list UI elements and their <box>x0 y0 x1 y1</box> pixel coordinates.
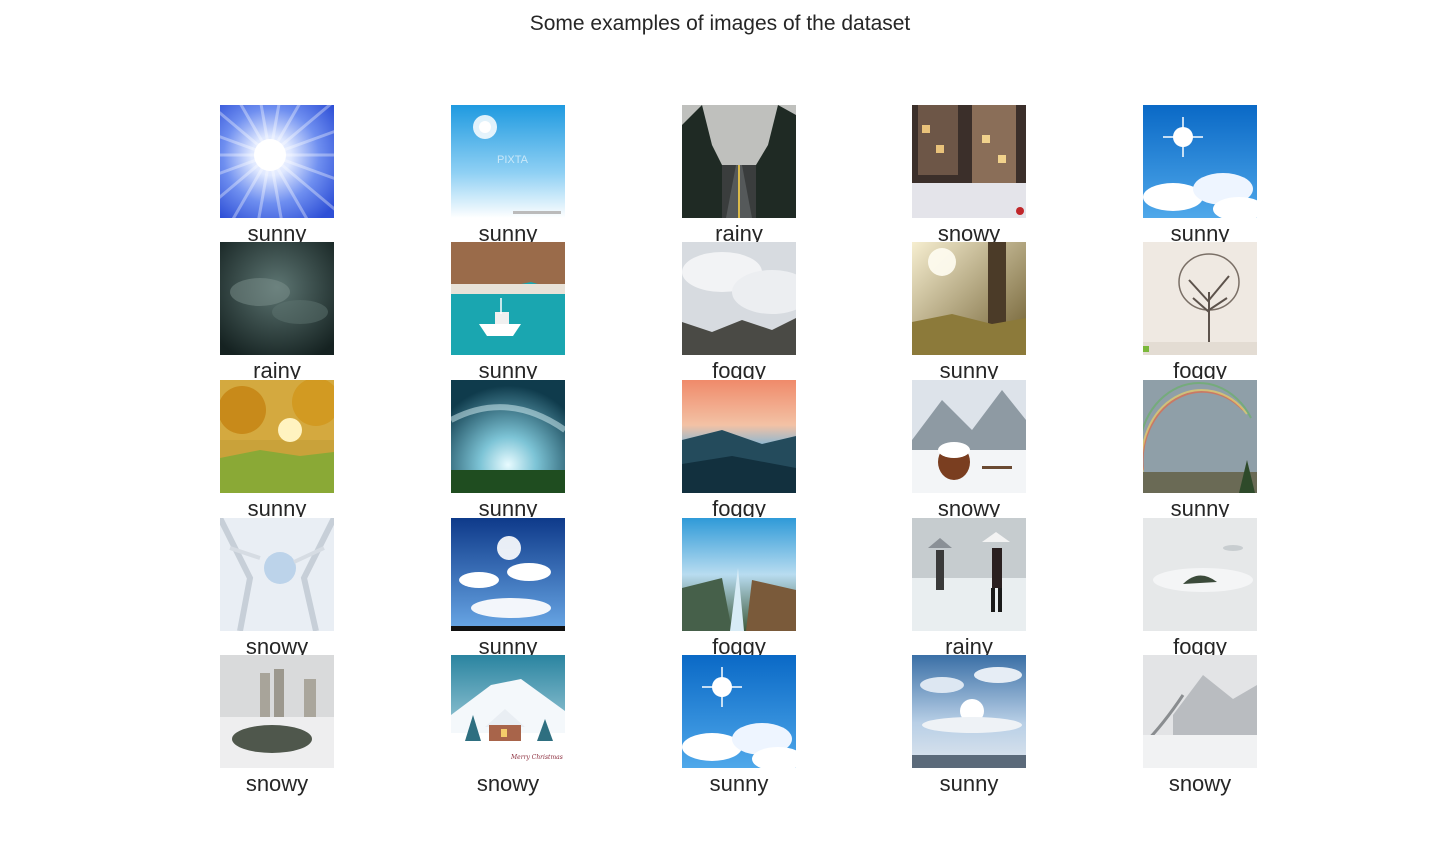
example-image <box>451 518 565 631</box>
image-label: foggy <box>712 496 766 517</box>
example-image <box>1143 380 1257 493</box>
svg-text:PIXTA: PIXTA <box>497 154 529 166</box>
image-label: sunny <box>478 496 538 517</box>
image-label: rainy <box>253 358 301 379</box>
example-image <box>682 655 796 768</box>
example-image <box>912 242 1026 355</box>
example-image <box>451 380 565 493</box>
example-image <box>682 380 796 493</box>
example-image <box>682 242 796 355</box>
example-image: PIXTA <box>451 105 565 218</box>
image-label: snowy <box>245 771 309 796</box>
image-label: rainy <box>945 634 993 655</box>
image-label: sunny <box>478 221 538 242</box>
image-label: sunny <box>247 496 307 517</box>
image-label: sunny <box>247 221 307 242</box>
image-label: rainy <box>715 221 763 242</box>
example-image <box>220 380 334 493</box>
example-image <box>220 518 334 631</box>
example-image <box>912 655 1026 768</box>
example-image: Merry Christmas <box>451 655 565 768</box>
example-image <box>220 655 334 768</box>
example-image <box>451 242 565 355</box>
image-label: foggy <box>1173 358 1227 379</box>
image-label: foggy <box>1173 634 1227 655</box>
image-label: snowy <box>476 771 540 796</box>
image-label: snowy <box>937 496 1001 517</box>
example-image <box>1143 242 1257 355</box>
example-image <box>220 105 334 218</box>
svg-text:Merry Christmas: Merry Christmas <box>510 754 563 761</box>
image-label: sunny <box>939 358 999 379</box>
example-image <box>220 242 334 355</box>
example-image <box>682 518 796 631</box>
example-image <box>912 518 1026 631</box>
image-label: foggy <box>712 358 766 379</box>
example-image <box>1143 518 1257 631</box>
example-image <box>1143 655 1257 768</box>
example-image <box>912 105 1026 218</box>
image-label: sunny <box>939 771 999 796</box>
image-label: sunny <box>1170 221 1230 242</box>
image-label: snowy <box>245 634 309 655</box>
image-label: snowy <box>937 221 1001 242</box>
figure-title: Some examples of images of the dataset <box>529 12 911 35</box>
example-image <box>912 380 1026 493</box>
example-image <box>1143 105 1257 218</box>
image-label: sunny <box>478 634 538 655</box>
image-label: sunny <box>478 358 538 379</box>
image-label: foggy <box>712 634 766 655</box>
example-image <box>682 105 796 218</box>
image-label: sunny <box>709 771 769 796</box>
image-label: snowy <box>1168 771 1232 796</box>
image-label: sunny <box>1170 496 1230 517</box>
